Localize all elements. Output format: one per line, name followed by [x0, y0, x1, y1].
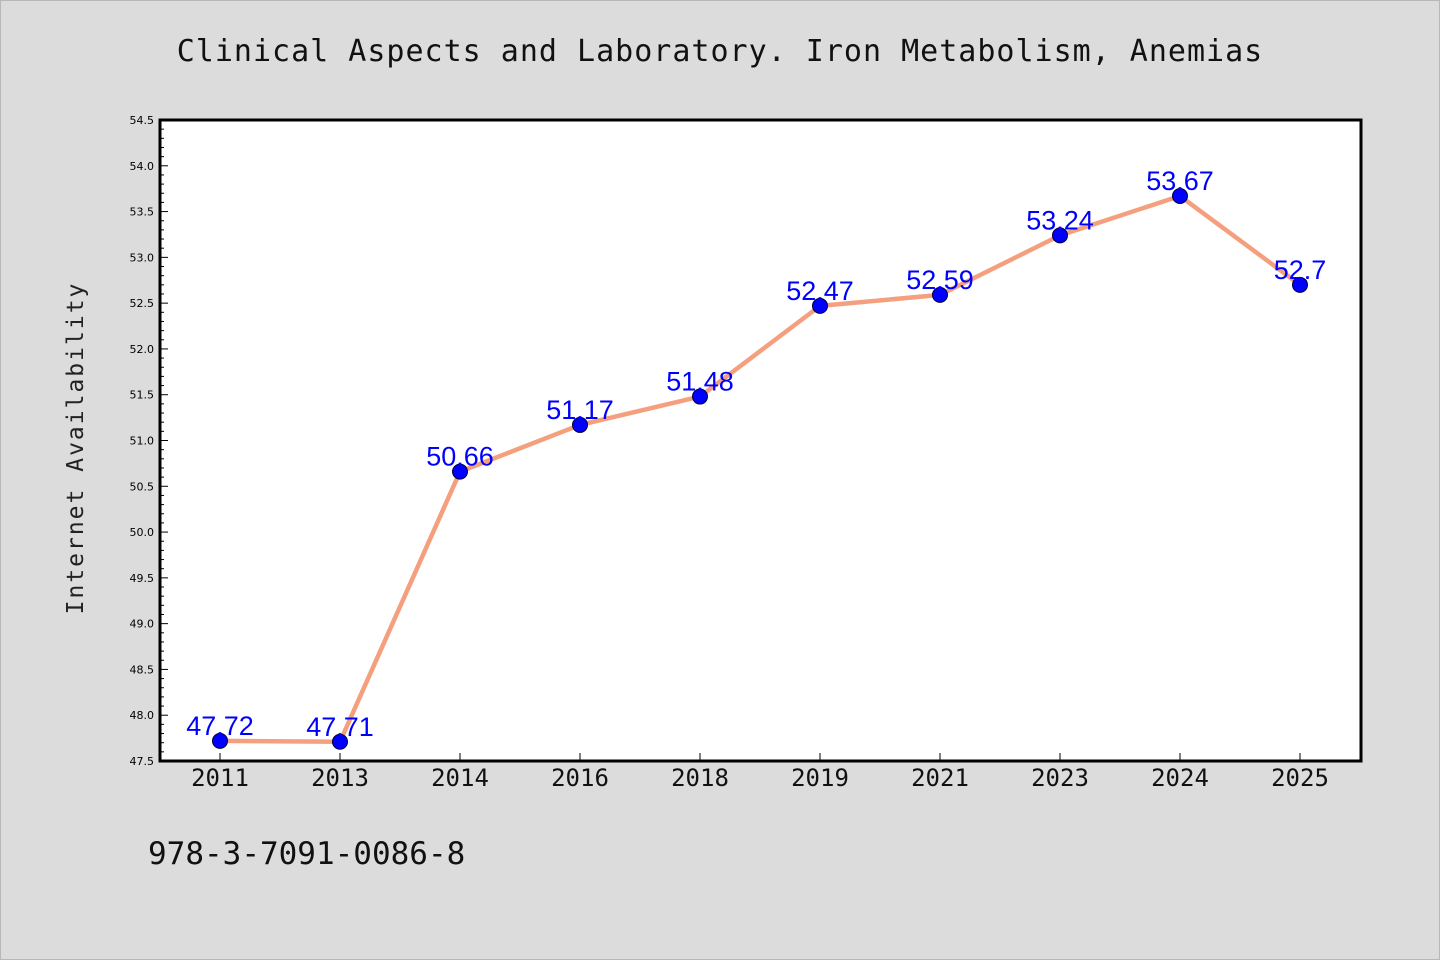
y-tick-label: 52.5	[130, 297, 155, 310]
x-tick-label: 2011	[191, 764, 249, 792]
footer-isbn: 978-3-7091-0086-8	[148, 836, 466, 872]
data-point	[1172, 188, 1188, 205]
y-tick-label: 51.0	[130, 435, 155, 448]
data-label: 53.67	[1146, 166, 1214, 196]
y-tick-label: 51.5	[130, 389, 155, 402]
x-tick-label: 2024	[1151, 764, 1209, 792]
data-point	[1292, 276, 1308, 293]
data-point	[452, 463, 468, 480]
data-label: 52.59	[906, 265, 974, 295]
data-labels: 47.72 47.71 50.66 51.17 51.48 52.47 52.59 53.24…	[186, 166, 1326, 742]
y-tick-label: 48.0	[130, 709, 155, 722]
y-tick-label: 49.0	[130, 618, 155, 631]
data-label: 50.66	[426, 442, 494, 472]
y-tick-label: 49.5	[130, 572, 155, 585]
data-point	[1052, 227, 1068, 244]
data-label: 51.48	[666, 367, 734, 397]
data-point	[572, 416, 588, 433]
x-axis: 2011 2013 2014 2016 2018 2019 2021 2023 2024 2025	[191, 753, 1329, 792]
y-tick-label: 50.0	[130, 526, 155, 539]
series-line	[217, 193, 1303, 745]
data-label: 51.17	[546, 395, 614, 425]
x-tick-label: 2013	[311, 764, 369, 792]
x-tick-label: 2014	[431, 764, 489, 792]
x-tick-label: 2025	[1271, 764, 1329, 792]
y-tick-label: 53.0	[130, 251, 155, 264]
x-tick-label: 2018	[671, 764, 729, 792]
x-tick-label: 2023	[1031, 764, 1089, 792]
data-label: 47.71	[306, 712, 374, 742]
data-point	[692, 388, 708, 405]
y-tick-label: 52.0	[130, 343, 155, 356]
chart-title: Clinical Aspects and Laboratory. Iron Me…	[176, 34, 1264, 69]
data-point	[332, 733, 348, 750]
data-label: 52.7	[1274, 255, 1327, 285]
y-tick-label: 53.5	[130, 206, 155, 219]
y-tick-label: 48.5	[130, 663, 155, 676]
x-tick-label: 2016	[551, 764, 609, 792]
data-point	[212, 732, 228, 749]
x-tick-label: 2019	[791, 764, 849, 792]
y-axis: 47.5 48.0 48.5 49.0 49.5 50.0 50.5 51.0 51.5 52.0…	[130, 114, 168, 768]
y-tick-label: 50.5	[130, 480, 155, 493]
data-label: 52.47	[786, 276, 854, 306]
x-tick-label: 2021	[911, 764, 969, 792]
data-label: 53.24	[1026, 205, 1094, 235]
data-point	[812, 297, 828, 314]
y-tick-label: 47.5	[130, 755, 155, 768]
data-label: 47.72	[186, 711, 254, 741]
y-tick-label: 54.5	[130, 114, 155, 127]
plot-area	[160, 120, 1361, 761]
plot-border	[158, 118, 1363, 763]
y-tick-label: 54.0	[130, 160, 155, 173]
data-markers	[212, 188, 1308, 750]
data-point	[932, 286, 948, 303]
